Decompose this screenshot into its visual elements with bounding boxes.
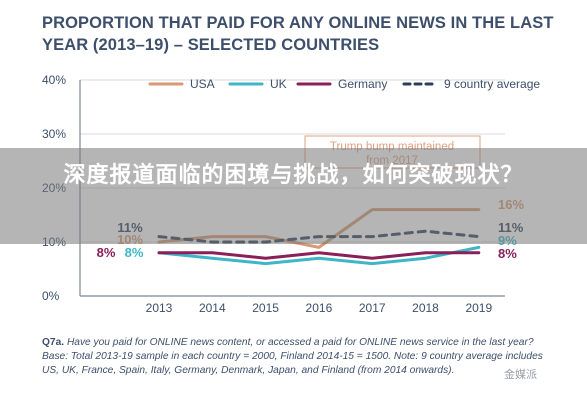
y-tick-label: 40% — [42, 73, 66, 87]
legend-label: UK — [270, 77, 287, 91]
legend-label: 9 country average — [444, 77, 540, 91]
overlay-band — [0, 148, 587, 244]
legend-label: USA — [190, 77, 215, 91]
data-label-end: 8% — [498, 246, 517, 261]
y-tick-label: 0% — [42, 289, 60, 303]
y-tick-label: 30% — [42, 127, 66, 141]
x-axis-ticks: 2013 2014 2015 2016 2017 2018 2019 — [146, 301, 493, 315]
x-tick-label: 2017 — [359, 301, 386, 315]
legend-label: Germany — [338, 77, 387, 91]
overlay-headline: 深度报道面临的困境与挑战，如何突破现状？ — [63, 162, 524, 187]
x-tick-label: 2018 — [412, 301, 439, 315]
legend: USA UK Germany 9 country average — [148, 77, 540, 91]
x-tick-label: 2014 — [199, 301, 226, 315]
x-tick-label: 2019 — [465, 301, 492, 315]
x-tick-label: 2013 — [146, 301, 173, 315]
watermark: 金媒派 — [504, 369, 537, 381]
series-line-uk — [157, 245, 481, 266]
series-line-germany — [157, 251, 481, 260]
x-tick-label: 2015 — [252, 301, 279, 315]
x-tick-label: 2016 — [306, 301, 333, 315]
data-label-start: 8% — [97, 245, 116, 260]
caption-text: Have you paid for ONLINE news content, o… — [42, 337, 543, 376]
caption-question-label: Q7a. — [42, 337, 65, 348]
chart-title: PROPORTION THAT PAID FOR ANY ONLINE NEWS… — [42, 14, 554, 54]
chart-caption: Q7a. Have you paid for ONLINE news conte… — [42, 336, 557, 378]
data-label-start: 8% — [125, 245, 144, 260]
